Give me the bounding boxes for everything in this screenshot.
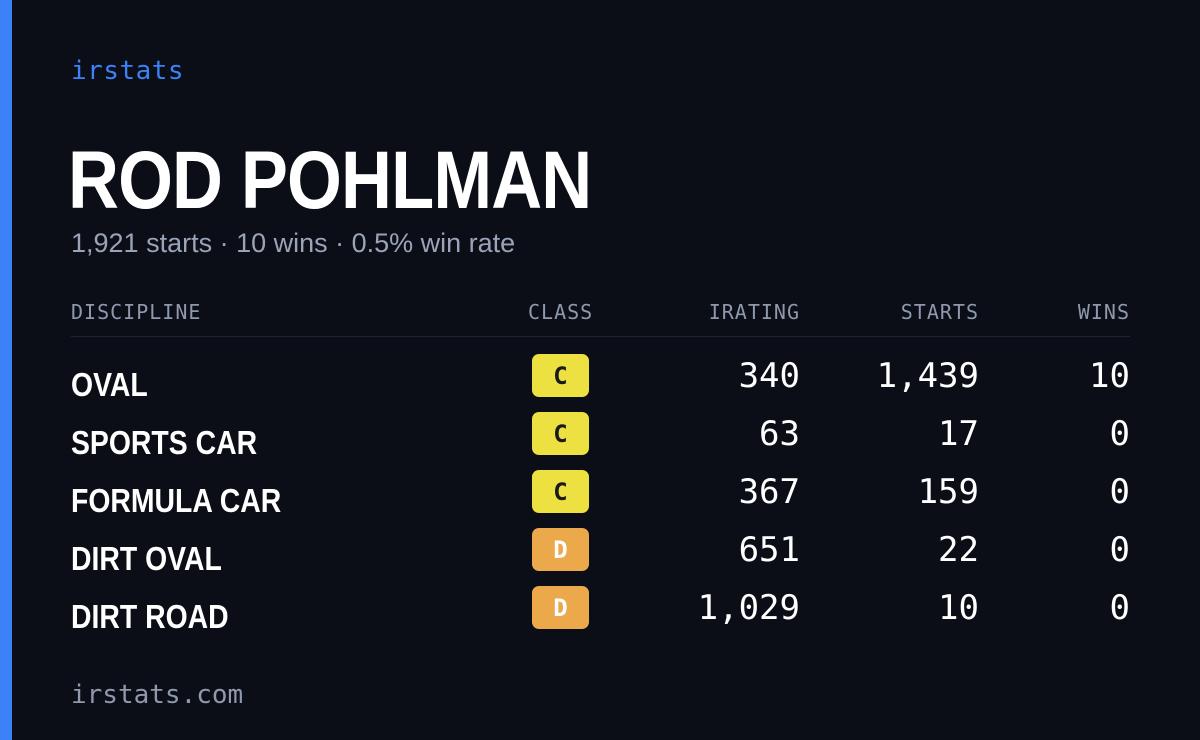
table-row: SPORTS CAR C 63 17 0 [0,412,1200,470]
wins-value: 0 [1109,472,1130,512]
discipline-label: OVAL [71,366,148,403]
starts-value: 22 [938,530,979,570]
wins-value: 0 [1109,588,1130,628]
class-badge: D [532,586,589,629]
header-divider [71,336,1130,337]
header-discipline: DISCIPLINE [71,300,202,324]
class-badge: C [532,354,589,397]
wins-value: 10 [1089,356,1130,396]
brand-logo: irstats [71,56,185,86]
discipline-label: SPORTS CAR [71,424,258,461]
irating-value: 340 [738,356,800,396]
header-irating: IRATING [708,300,800,324]
starts-value: 17 [938,414,979,454]
footer-url: irstats.com [71,680,244,710]
table-row: DIRT OVAL D 651 22 0 [0,528,1200,586]
irating-value: 651 [738,530,800,570]
discipline-label: DIRT ROAD [71,598,229,635]
starts-value: 10 [938,588,979,628]
class-badge: C [532,412,589,455]
header-wins: WINS [1077,300,1130,324]
starts-value: 159 [917,472,979,512]
class-badge: C [532,470,589,513]
driver-summary: 1,921 starts · 10 wins · 0.5% win rate [71,228,516,258]
header-starts: STARTS [900,300,979,324]
discipline-label: FORMULA CAR [71,482,282,519]
table-row: DIRT ROAD D 1,029 10 0 [0,586,1200,644]
driver-name: ROD POHLMAN [68,135,592,226]
table-row: OVAL C 340 1,439 10 [0,354,1200,412]
irating-value: 1,029 [697,588,800,628]
header-class: CLASS [528,300,594,324]
irating-value: 63 [759,414,800,454]
accent-bar [0,0,12,740]
wins-value: 0 [1109,530,1130,570]
wins-value: 0 [1109,414,1130,454]
table-row: FORMULA CAR C 367 159 0 [0,470,1200,528]
class-badge: D [532,528,589,571]
starts-value: 1,439 [876,356,979,396]
discipline-label: DIRT OVAL [71,540,222,577]
irating-value: 367 [738,472,800,512]
